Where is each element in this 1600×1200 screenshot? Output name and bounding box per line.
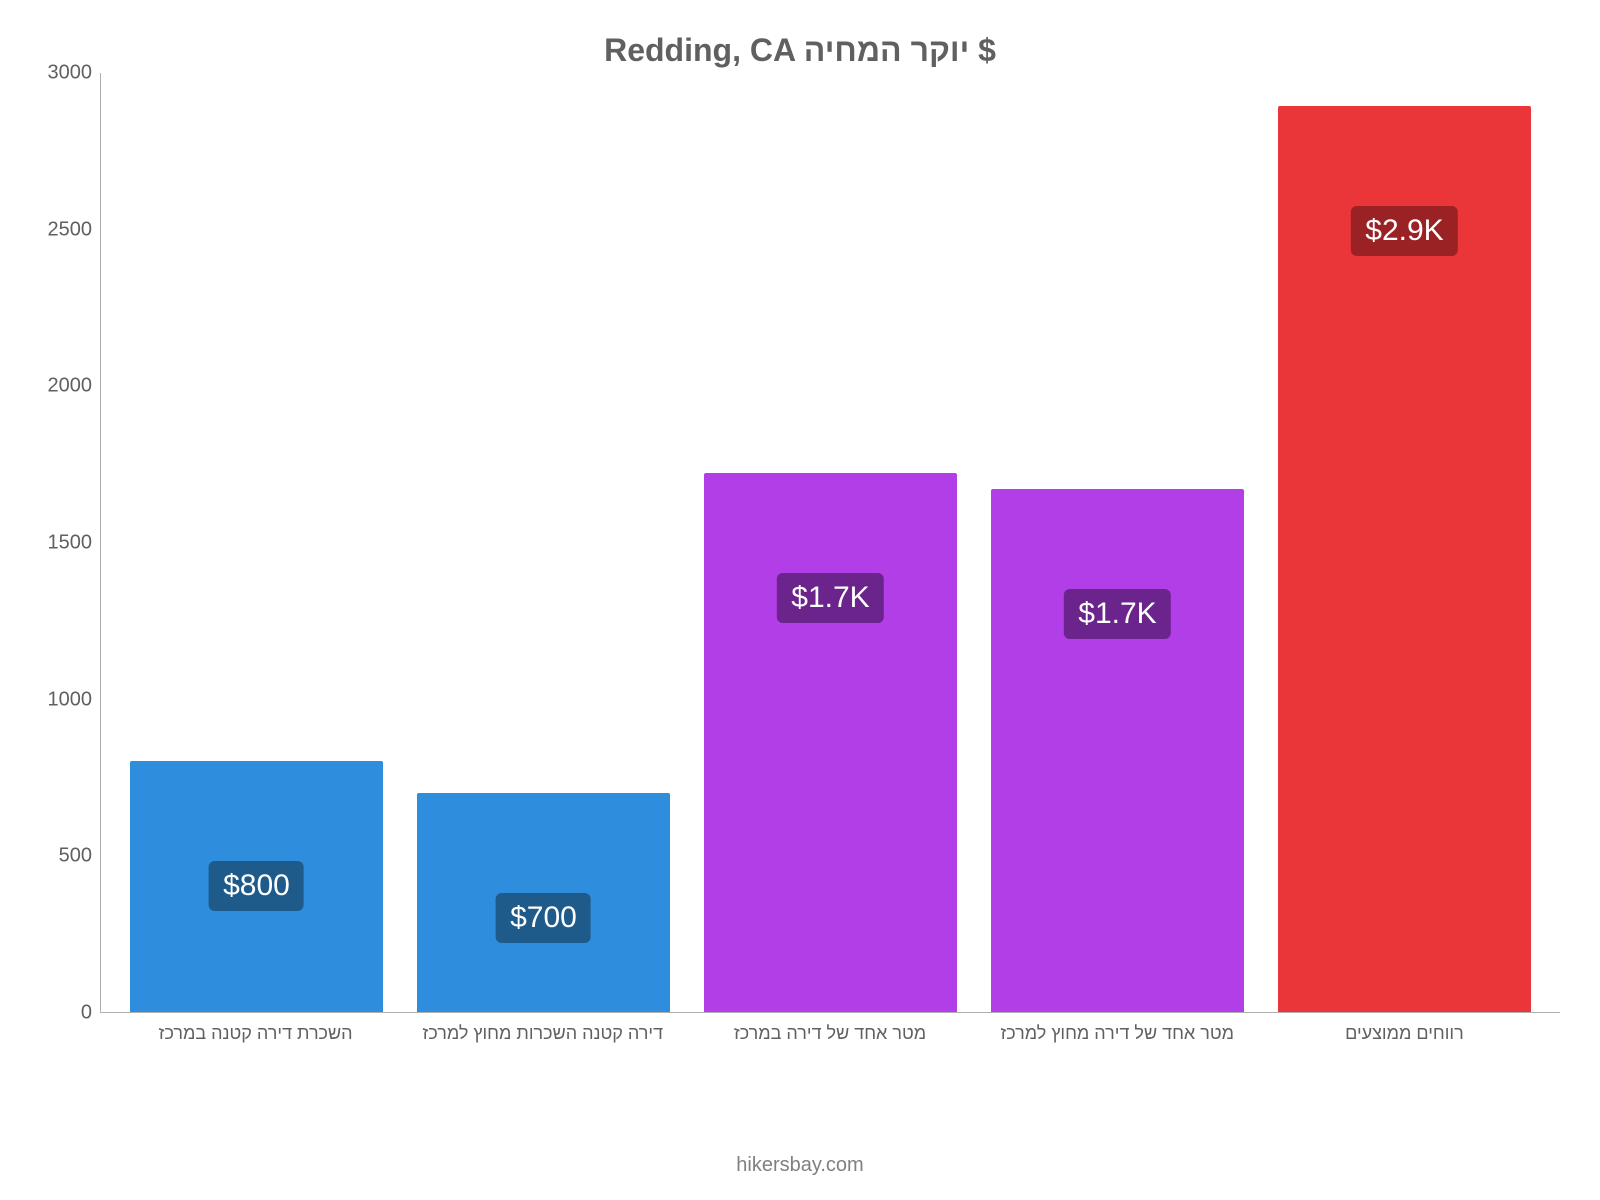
plot-area: $800 $700 $1.7K $1.7K $2.9K: [100, 73, 1560, 1013]
value-badge: $2.9K: [1351, 206, 1457, 256]
bar: $1.7K: [704, 473, 957, 1012]
y-tick: 0: [32, 1002, 92, 1025]
y-tick: 2500: [32, 218, 92, 241]
bar: $700: [417, 793, 670, 1012]
y-tick: 3000: [32, 62, 92, 85]
value-badge: $800: [209, 861, 304, 911]
x-label: השכרת דירה קטנה במרכז: [112, 1023, 399, 1044]
bar: $800: [130, 761, 383, 1012]
x-label: מטר אחד של דירה במרכז: [686, 1023, 973, 1044]
bar-slot: $700: [400, 73, 687, 1012]
bar-slot: $800: [113, 73, 400, 1012]
chart-footer: hikersbay.com: [40, 1154, 1560, 1177]
plot-row: 050010001500200025003000 $800 $700 $1.7K $1…: [40, 73, 1560, 1013]
value-badge: $1.7K: [1064, 589, 1170, 639]
value-badge: $1.7K: [777, 573, 883, 623]
value-badge: $700: [496, 893, 591, 943]
chart-title: Redding, CA יוקר המחיה $: [40, 32, 1560, 69]
bar-slot: $1.7K: [974, 73, 1261, 1012]
bar: $2.9K: [1278, 106, 1531, 1012]
bars-group: $800 $700 $1.7K $1.7K $2.9K: [101, 73, 1560, 1012]
x-axis-labels: השכרת דירה קטנה במרכזדירה קטנה השכרות מח…: [100, 1013, 1560, 1044]
y-axis: 050010001500200025003000: [40, 73, 100, 1013]
y-tick: 500: [32, 845, 92, 868]
x-label: רווחים ממוצעים: [1261, 1023, 1548, 1044]
bar-slot: $2.9K: [1261, 73, 1548, 1012]
chart-container: Redding, CA יוקר המחיה $ 050010001500200…: [0, 0, 1600, 1200]
x-label: דירה קטנה השכרות מחוץ למרכז: [399, 1023, 686, 1044]
y-tick: 1500: [32, 532, 92, 555]
x-label: מטר אחד של דירה מחוץ למרכז: [974, 1023, 1261, 1044]
y-tick: 1000: [32, 688, 92, 711]
y-tick: 2000: [32, 375, 92, 398]
bar: $1.7K: [991, 489, 1244, 1012]
bar-slot: $1.7K: [687, 73, 974, 1012]
